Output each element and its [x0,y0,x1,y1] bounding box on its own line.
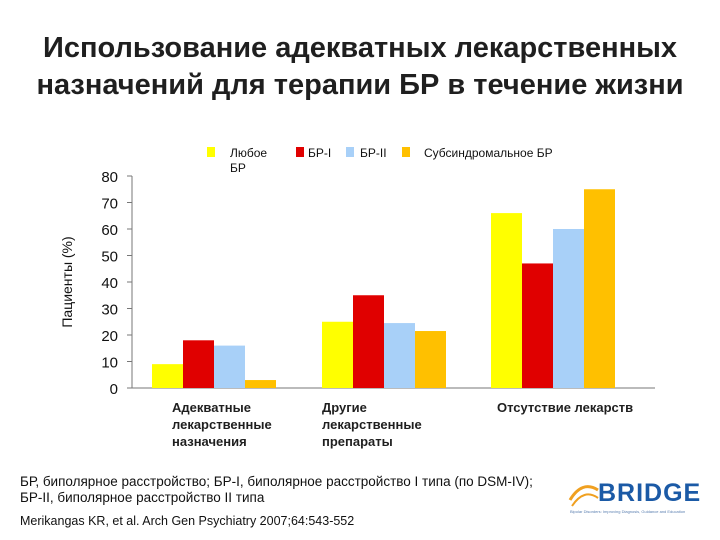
y-tick-label: 60 [101,222,118,239]
x-category-label: Другие [322,400,367,415]
y-axis-label: Пациенты (%) [59,236,75,327]
legend-swatch [346,147,354,157]
bar [152,364,183,388]
legend-label: БР [230,161,246,175]
bar-chart: 0 10 20 30 40 50 60 70 80 Пациенты (%) Адекватные л… [59,146,655,449]
y-tick-label: 50 [101,249,118,266]
bar [245,380,276,388]
y-tick-label: 30 [101,302,118,319]
y-tick-label: 70 [101,196,118,213]
y-tick-label: 20 [101,328,118,345]
x-category-label: назначения [172,434,247,449]
x-category-label: лекарственные [172,417,272,432]
slide-title-line-2: назначений для терапии БР в течение жизн… [36,69,684,101]
y-tick-label: 10 [101,355,118,372]
bridge-logo: BRIDGE Bipolar Disorders: Improving Diag… [568,474,708,518]
bridge-logo-tagline: Bipolar Disorders: Improving Diagnosis, … [570,509,686,514]
slide-title-line-1: Использование адекватных лекарственных [42,32,678,64]
legend-label: Любое [230,146,267,160]
bar [322,321,353,388]
legend-swatch [207,147,215,157]
bar [183,340,214,388]
bar [384,323,415,388]
x-category-label: Адекватные [172,400,251,415]
footnote-line-2: БР-II, биполярное расстройство II типа [20,490,265,505]
legend-label: БР-I [308,146,331,160]
bridge-logo-icon [568,485,599,507]
legend-label: Субсиндромальное БР [424,146,553,160]
bar [522,263,553,388]
legend-label: БР-II [360,146,387,160]
x-category-label: лекарственные [322,417,422,432]
y-tick-label: 0 [110,381,118,398]
legend-swatch [296,147,304,157]
slide-title: Использование адекватных лекарственных н… [10,30,710,104]
x-category-label: препараты [322,434,393,449]
bar [415,331,446,388]
y-tick-label: 80 [101,169,118,186]
y-tick-label: 40 [101,275,118,292]
bar [214,345,245,388]
bar [491,213,522,388]
bar [553,229,584,388]
bar [584,189,615,388]
legend-swatch [402,147,410,157]
bar [353,295,384,388]
footnote: БР, биполярное расстройство; БР-I, бипол… [20,474,560,506]
citation: Merikangas KR, et al. Arch Gen Psychiatr… [20,514,355,528]
bridge-logo-text: BRIDGE [598,479,702,507]
x-category-label: Отсутствие лекарств [497,400,633,415]
footnote-line-1: БР, биполярное расстройство; БР-I, бипол… [20,474,533,489]
